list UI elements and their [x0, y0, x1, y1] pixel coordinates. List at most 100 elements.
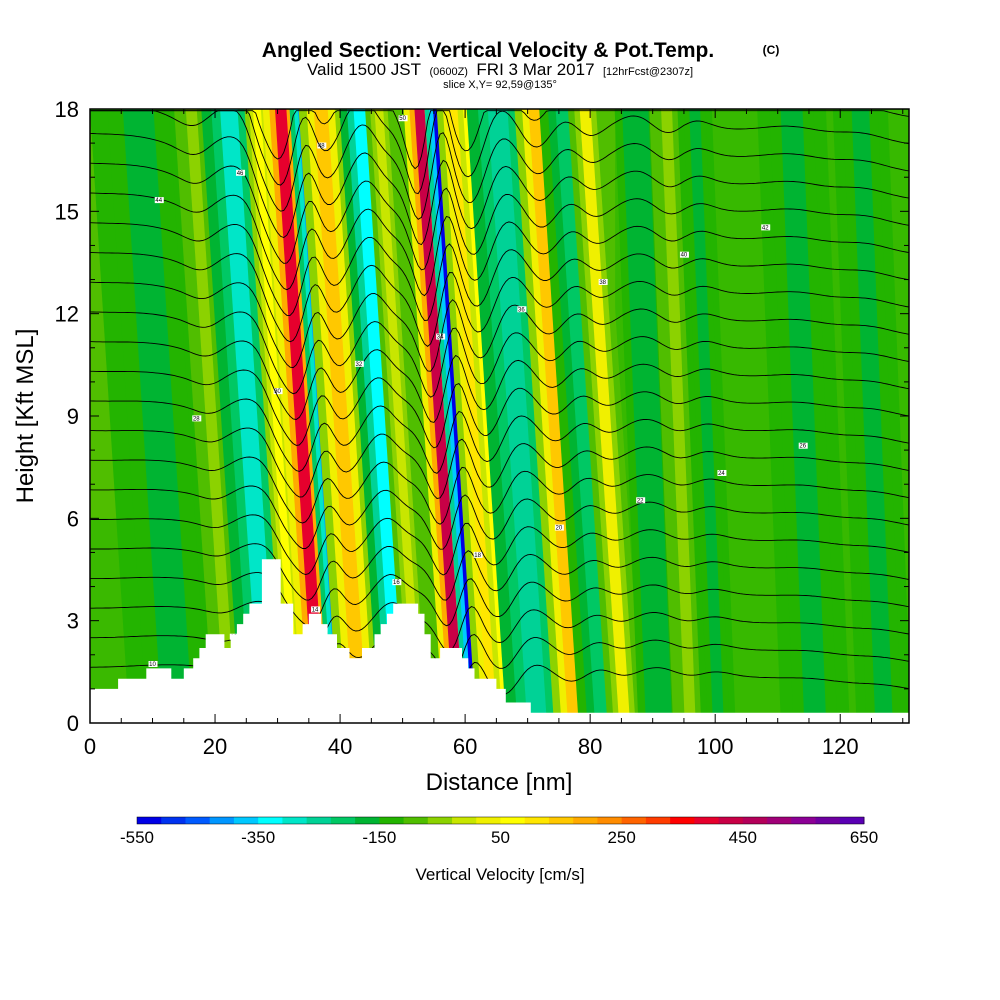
theta-contour-label-text: 40 — [681, 253, 688, 259]
theta-contour-label: 24 — [717, 469, 727, 477]
plot-area: 1012141618202224262830323436384042444648… — [89, 108, 910, 724]
valid-date: FRI 3 Mar 2017 — [476, 60, 594, 79]
theta-contour-label-text: 44 — [155, 198, 162, 204]
theta-contour-label-text: 32 — [355, 362, 362, 368]
y-tick-label: 18 — [55, 97, 79, 122]
x-axis-title: Distance [nm] — [426, 769, 573, 796]
theta-contour-label: 36 — [517, 306, 527, 313]
colorbar-swatch — [670, 817, 695, 824]
theta-contour-label: 16 — [392, 579, 402, 586]
theta-contour — [90, 132, 909, 246]
colorbar-swatch — [645, 817, 671, 824]
colorbar-tick-label: -150 — [362, 828, 396, 847]
colorbar-swatch — [403, 817, 429, 824]
theta-contour — [90, 162, 909, 271]
x-tick-label: 100 — [697, 734, 734, 759]
theta-contour — [90, 281, 909, 372]
theta-contour-label: 20 — [554, 524, 564, 532]
x-tick-label: 40 — [328, 734, 352, 759]
colorbar-swatch — [597, 817, 623, 824]
theta-contour-label-text: 24 — [718, 471, 725, 477]
colorbar-swatch — [355, 817, 380, 824]
theta-contour-label-text: 36 — [518, 307, 525, 313]
theta-contour-label-text: 38 — [599, 280, 606, 286]
colorbar-swatch — [839, 817, 865, 824]
y-tick-label: 3 — [67, 609, 79, 634]
theta-contour-label: 46 — [236, 169, 246, 177]
colorbar-swatch — [233, 817, 259, 824]
y-tick-label: 15 — [55, 199, 79, 224]
colorbar-swatch — [791, 817, 817, 824]
theta-contour-label-text: 46 — [237, 171, 244, 177]
colorbar-swatch — [330, 817, 356, 824]
terrain-profile — [90, 559, 909, 723]
y-tick-label: 6 — [67, 506, 79, 531]
colorbar-swatch — [137, 817, 162, 824]
colorbar-swatch — [742, 817, 768, 824]
colorbar-swatch — [767, 817, 792, 824]
theta-contour-label: 34 — [436, 333, 446, 341]
y-tick-label: 12 — [55, 302, 79, 327]
valid-utc: (0600Z) — [429, 66, 468, 78]
colorbar-swatch — [500, 817, 526, 824]
chart-title: Angled Section: Vertical Velocity & Pot.… — [262, 39, 714, 62]
theta-contour — [90, 572, 909, 627]
theta-contour-label-text: 20 — [556, 526, 563, 532]
colorbar-swatch — [306, 817, 332, 824]
colorbar-swatch — [185, 817, 211, 824]
theta-contour-label: 48 — [317, 142, 327, 150]
colorbar-swatch — [452, 817, 477, 824]
x-tick-label: 60 — [453, 734, 477, 759]
colorbar-swatch — [258, 817, 283, 824]
terrain-mask — [90, 559, 909, 723]
theta-contour-label-text: 34 — [437, 335, 444, 341]
theta-contour-label-text: 42 — [762, 225, 769, 231]
colorbar-swatch — [209, 817, 235, 824]
colorbar-tick-label: -550 — [120, 828, 154, 847]
velocity-band-core — [487, 109, 547, 723]
theta-contour-label-text: 28 — [193, 416, 200, 422]
y-axis-title: Height [Kft MSL] — [12, 329, 39, 504]
velocity-band-core — [353, 109, 407, 723]
theta-contour-label: 38 — [598, 278, 608, 286]
velocity-band-core — [579, 109, 631, 723]
colorbar-swatch — [548, 817, 574, 824]
colorbar-swatch — [524, 817, 550, 824]
colorbar-swatch — [282, 817, 308, 824]
theta-contour-label-text: 14 — [312, 607, 319, 613]
theta-contour-label: 32 — [354, 360, 364, 368]
theta-contour-label: 14 — [311, 606, 321, 613]
velocity-band-core — [252, 109, 301, 723]
colorbar-tick-label: 50 — [491, 828, 510, 847]
colorbar-tick-label: 450 — [729, 828, 757, 847]
colorbar-swatch — [573, 817, 598, 824]
colorbar-swatch — [379, 817, 405, 824]
theta-contour — [90, 398, 909, 474]
colorbar-frame — [136, 816, 865, 825]
colorbar-swatch — [161, 817, 186, 824]
x-tick-label: 0 — [84, 734, 96, 759]
theta-contour — [90, 456, 909, 525]
x-axis: 0 20 40 60 80 100 120 — [84, 109, 904, 759]
vertical-velocity-field — [90, 109, 909, 723]
theta-contour-label-text: 26 — [799, 444, 806, 450]
forecast-info: [12hrFcst@2307z] — [603, 66, 693, 78]
slice-info: slice X,Y= 92,59@135° — [443, 79, 557, 91]
chart-subtitle: Valid 1500 JST (0600Z) FRI 3 Mar 2017 [1… — [307, 60, 693, 79]
theta-contour — [90, 427, 909, 499]
theta-contour-label: 10 — [148, 661, 158, 668]
velocity-band-core — [185, 109, 237, 723]
theta-contour-label: 50 — [398, 115, 408, 122]
theta-contour — [90, 252, 909, 347]
x-tick-label: 20 — [203, 734, 227, 759]
colorbar-swatch — [718, 817, 744, 824]
colorbar-swatch — [427, 817, 453, 824]
x-tick-label: 80 — [578, 734, 602, 759]
theta-contour-label: 28 — [192, 415, 202, 422]
colorbar-swatch — [621, 817, 647, 824]
velocity-band-core — [851, 109, 893, 723]
valid-time: Valid 1500 JST — [307, 60, 421, 79]
velocity-band-core — [122, 109, 193, 723]
